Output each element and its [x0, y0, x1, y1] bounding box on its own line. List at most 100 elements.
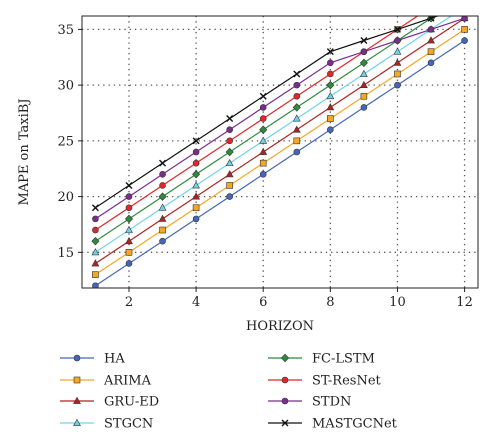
y-tick-label: 15: [57, 246, 74, 261]
legend-label: ARIMA: [103, 374, 152, 389]
data-point: [225, 158, 234, 167]
x-tick-label: 2: [125, 295, 133, 310]
data-point: [326, 103, 335, 111]
data-point: [393, 25, 401, 33]
data-point: [394, 70, 401, 78]
data-point: [91, 236, 100, 246]
data-point: [259, 92, 267, 100]
x-axis: 2 4 6 8 10 12: [125, 288, 473, 310]
data-point: [192, 181, 201, 189]
data-point: [427, 59, 435, 67]
data-point: [360, 37, 368, 45]
data-point: [327, 70, 334, 78]
data-point: [394, 37, 401, 44]
data-point: [192, 159, 200, 167]
data-point: [327, 59, 334, 67]
x-tick-label: 6: [259, 295, 267, 310]
legend-label: FC-LSTM: [312, 352, 375, 367]
data-point: [259, 104, 267, 111]
data-point: [292, 125, 301, 133]
data-point: [259, 159, 267, 167]
legend-item: MASTGCNet: [268, 417, 398, 432]
data-point: [158, 214, 167, 222]
legend-item: FC-LSTM: [268, 352, 375, 367]
series-layer: [91, 3, 469, 288]
data-point: [293, 81, 301, 89]
data-point: [92, 282, 99, 288]
legend-item: HA: [60, 352, 125, 367]
data-point: [91, 259, 100, 267]
data-point: [461, 3, 468, 9]
data-point: [192, 215, 200, 223]
data-point: [124, 214, 133, 224]
y-tick-label: 20: [57, 190, 74, 205]
legend-marker: [73, 376, 81, 384]
series-ha: [92, 37, 468, 288]
y-tick-label: 25: [57, 134, 74, 149]
legend-marker: [281, 397, 289, 405]
data-point: [427, 48, 435, 55]
series-line: [95, 28, 465, 276]
data-point: [92, 271, 99, 278]
series-line: [95, 16, 419, 231]
series-line: [95, 17, 465, 220]
data-point: [159, 237, 166, 245]
data-point: [327, 126, 334, 134]
data-point: [225, 170, 234, 178]
data-point: [159, 182, 166, 189]
series-line: [95, 16, 440, 209]
data-point: [293, 92, 301, 100]
data-point: [158, 192, 167, 201]
data-point: [226, 115, 234, 123]
data-point: [91, 248, 100, 256]
data-point: [192, 170, 201, 179]
data-point: [226, 137, 233, 145]
data-point: [461, 37, 468, 44]
data-point: [125, 204, 133, 212]
series-line: [95, 17, 465, 264]
data-point: [360, 104, 368, 111]
legend-label: STGCN: [104, 417, 153, 432]
data-point: [359, 69, 368, 77]
legend-label: STDN: [312, 395, 351, 410]
legend-marker: [281, 376, 289, 384]
y-axis: 15 20 25 30 35: [57, 23, 82, 261]
data-point: [158, 203, 167, 211]
legend-label: GRU-ED: [104, 395, 159, 410]
legend-label: MASTGCNet: [312, 417, 398, 432]
data-point: [125, 193, 133, 200]
data-point: [259, 115, 267, 122]
y-tick-label: 30: [57, 79, 74, 94]
data-point: [125, 249, 133, 256]
series-st-resnet: [92, 16, 419, 234]
data-point: [461, 16, 468, 22]
data-point: [462, 4, 468, 10]
data-point: [259, 125, 268, 134]
data-point: [125, 236, 133, 245]
legend-marker: [281, 419, 289, 427]
data-point: [292, 114, 301, 122]
x-tick-label: 12: [456, 295, 473, 310]
legend: HA ARIMA GRU-ED STGCN FC-LSTM ST-ResNet STDN MA…: [60, 352, 398, 432]
series-line: [95, 16, 453, 253]
data-point: [360, 92, 368, 100]
series-arima: [92, 26, 468, 278]
series-fc-lstm: [91, 16, 436, 246]
legend-marker: [280, 353, 290, 363]
legend-marker: [73, 354, 81, 362]
data-point: [92, 226, 99, 234]
y-axis-label: MAPE on TaxiBJ: [17, 98, 32, 205]
data-point: [259, 136, 268, 144]
data-point: [91, 204, 99, 212]
series-mastgcnet: [91, 4, 468, 212]
series-line: [95, 16, 436, 242]
series-stgcn: [91, 3, 468, 256]
data-point: [427, 36, 435, 44]
x-axis-label: HORIZON: [246, 319, 314, 334]
legend-item: GRU-ED: [60, 395, 159, 410]
data-point: [226, 193, 233, 200]
data-point: [159, 170, 166, 178]
data-point: [125, 225, 133, 233]
legend-item: ARIMA: [60, 374, 152, 389]
